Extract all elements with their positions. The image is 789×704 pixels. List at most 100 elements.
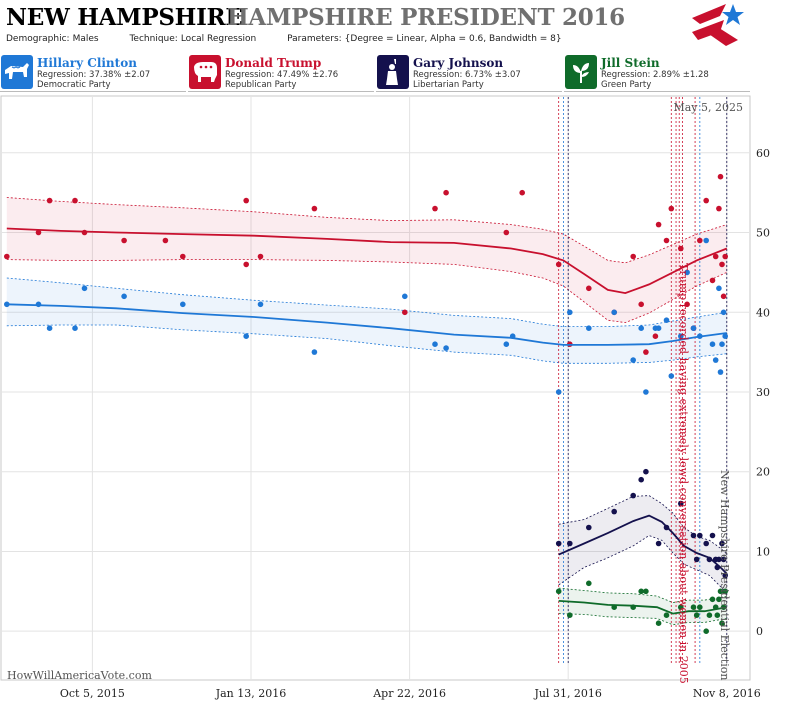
poll-point-hillary-clinton xyxy=(81,285,88,292)
credit-label: HowWillAmericaVote.com xyxy=(7,669,152,682)
poll-point-jill-stein xyxy=(655,620,662,626)
candidate-card-trump[interactable]: Donald Trump Regression: 47.49% ±2.76 Re… xyxy=(188,55,374,92)
poll-point-jill-stein xyxy=(690,604,697,610)
poll-point-gary-johnson xyxy=(611,508,617,515)
annotations: Trump recorded having extremely lewd con… xyxy=(677,263,731,684)
candidate-card-johnson[interactable]: Gary Johnson Regression: 6.73% ±3.07 Lib… xyxy=(376,55,562,92)
poll-point-gary-johnson xyxy=(693,556,700,563)
poll-point-gary-johnson xyxy=(697,532,703,539)
candidate-regression: Regression: 2.89% ±1.28 xyxy=(601,70,709,80)
candidate-party: Republican Party xyxy=(225,80,297,90)
poll-point-hillary-clinton xyxy=(663,317,670,323)
band-fill-hillary-clinton xyxy=(6,278,727,364)
poll-point-hillary-clinton xyxy=(643,389,649,395)
event-annotation: Trump recorded having extremely lewd con… xyxy=(677,263,690,684)
band-fill-donald-trump xyxy=(6,197,727,323)
band-upper-donald-trump xyxy=(6,197,727,264)
band-lower-hillary-clinton xyxy=(6,324,727,364)
poll-point-donald-trump xyxy=(712,253,719,260)
band-fill-gary-johnson xyxy=(558,495,727,594)
poll-point-donald-trump xyxy=(311,205,318,212)
poll-point-gary-johnson xyxy=(586,524,592,531)
poll-point-hillary-clinton xyxy=(630,357,636,363)
poll-point-jill-stein xyxy=(586,580,592,587)
poll-point-donald-trump xyxy=(555,261,562,268)
y-tick-label: 60 xyxy=(756,147,770,160)
poll-point-gary-johnson xyxy=(716,556,722,563)
x-tick-label: Jul 31, 2016 xyxy=(533,687,602,700)
poll-point-donald-trump xyxy=(443,189,449,196)
demographic-label: Demographic: xyxy=(6,34,70,44)
trend-line-hillary-clinton xyxy=(6,303,727,346)
candidate-party: Libertarian Party xyxy=(413,80,484,90)
poll-point-hillary-clinton xyxy=(717,369,724,375)
poll-point-hillary-clinton xyxy=(180,301,186,308)
poll-point-hillary-clinton xyxy=(655,325,662,331)
event-lines xyxy=(558,97,728,665)
poll-point-gary-johnson xyxy=(678,500,684,507)
donkey-icon xyxy=(1,55,33,89)
elephant-icon xyxy=(189,55,221,89)
technique-value: Local Regression xyxy=(180,34,257,44)
candidate-regression: Regression: 37.38% ±2.07 xyxy=(37,70,151,80)
poll-point-hillary-clinton xyxy=(432,341,438,347)
poll-point-jill-stein xyxy=(717,588,724,595)
poll-point-gary-johnson xyxy=(638,476,644,483)
date-stamp: May 5, 2025 xyxy=(673,101,743,114)
poll-point-donald-trump xyxy=(432,205,438,212)
leaf-icon xyxy=(565,55,597,89)
poll-point-donald-trump xyxy=(678,245,684,252)
poll-point-donald-trump xyxy=(35,229,42,236)
poll-point-jill-stein xyxy=(555,588,562,595)
poll-point-hillary-clinton xyxy=(72,325,78,331)
candidate-name: Jill Stein xyxy=(601,56,660,70)
poll-point-donald-trump xyxy=(655,221,662,228)
x-tick-label: Apr 22, 2016 xyxy=(372,687,446,700)
poll-point-hillary-clinton xyxy=(443,345,449,351)
poll-point-donald-trump xyxy=(630,253,636,260)
candidate-card-stein[interactable]: Jill Stein Regression: 2.89% ±1.28 Green… xyxy=(564,55,750,92)
candidate-card-clinton[interactable]: Hillary Clinton Regression: 37.38% ±2.07… xyxy=(0,55,186,92)
poll-point-donald-trump xyxy=(663,237,670,244)
poll-point-jill-stein xyxy=(643,588,649,595)
poll-point-jill-stein xyxy=(714,612,721,618)
poll-point-hillary-clinton xyxy=(722,333,728,339)
poll-point-donald-trump xyxy=(709,277,716,284)
poll-point-donald-trump xyxy=(46,197,53,204)
poll-point-donald-trump xyxy=(720,293,727,300)
poll-point-jill-stein xyxy=(567,612,573,618)
poll-point-gary-johnson xyxy=(630,492,636,499)
poll-point-jill-stein xyxy=(678,604,684,610)
poll-point-donald-trump xyxy=(652,333,659,339)
poll-point-hillary-clinton xyxy=(716,285,722,292)
plot-frame xyxy=(0,95,751,681)
band-upper-hillary-clinton xyxy=(6,277,727,327)
header: NEW HAMPSHIRE HAMPSHIRE PRESIDENT 2016 D… xyxy=(0,0,789,92)
poll-point-hillary-clinton xyxy=(668,373,675,379)
candidate-party: Democratic Party xyxy=(37,80,111,90)
poll-point-hillary-clinton xyxy=(720,309,727,316)
technique: Technique: Local Regression xyxy=(129,34,270,44)
page-subtitle: HAMPSHIRE PRESIDENT 2016 xyxy=(227,4,625,31)
technique-label: Technique: xyxy=(129,34,178,44)
demographic-value: Males xyxy=(72,34,99,44)
x-tick-label: Jan 13, 2016 xyxy=(215,687,287,700)
poll-point-donald-trump xyxy=(72,197,78,204)
candidate-name: Donald Trump xyxy=(225,56,322,70)
poll-point-jill-stein xyxy=(716,596,722,603)
poll-point-donald-trump xyxy=(716,205,722,212)
poll-point-donald-trump xyxy=(519,189,525,196)
poll-point-donald-trump xyxy=(243,261,249,268)
poll-point-hillary-clinton xyxy=(4,301,10,308)
site-logo-icon[interactable] xyxy=(686,2,746,48)
candidate-regression: Regression: 47.49% ±2.76 xyxy=(225,70,339,80)
parameters-value: {Degree = Linear, Alpha = 0.6, Bandwidth… xyxy=(344,34,562,44)
poll-point-donald-trump xyxy=(697,237,703,244)
poll-point-gary-johnson xyxy=(703,540,709,547)
poll-point-gary-johnson xyxy=(643,468,649,475)
poll-point-hillary-clinton xyxy=(402,293,408,300)
poll-point-hillary-clinton xyxy=(611,309,617,316)
parameters-line: Demographic: Males Technique: Local Regres… xyxy=(6,34,590,44)
y-tick-label: 20 xyxy=(756,466,770,479)
x-tick-label: Nov 8, 2016 xyxy=(693,687,761,700)
